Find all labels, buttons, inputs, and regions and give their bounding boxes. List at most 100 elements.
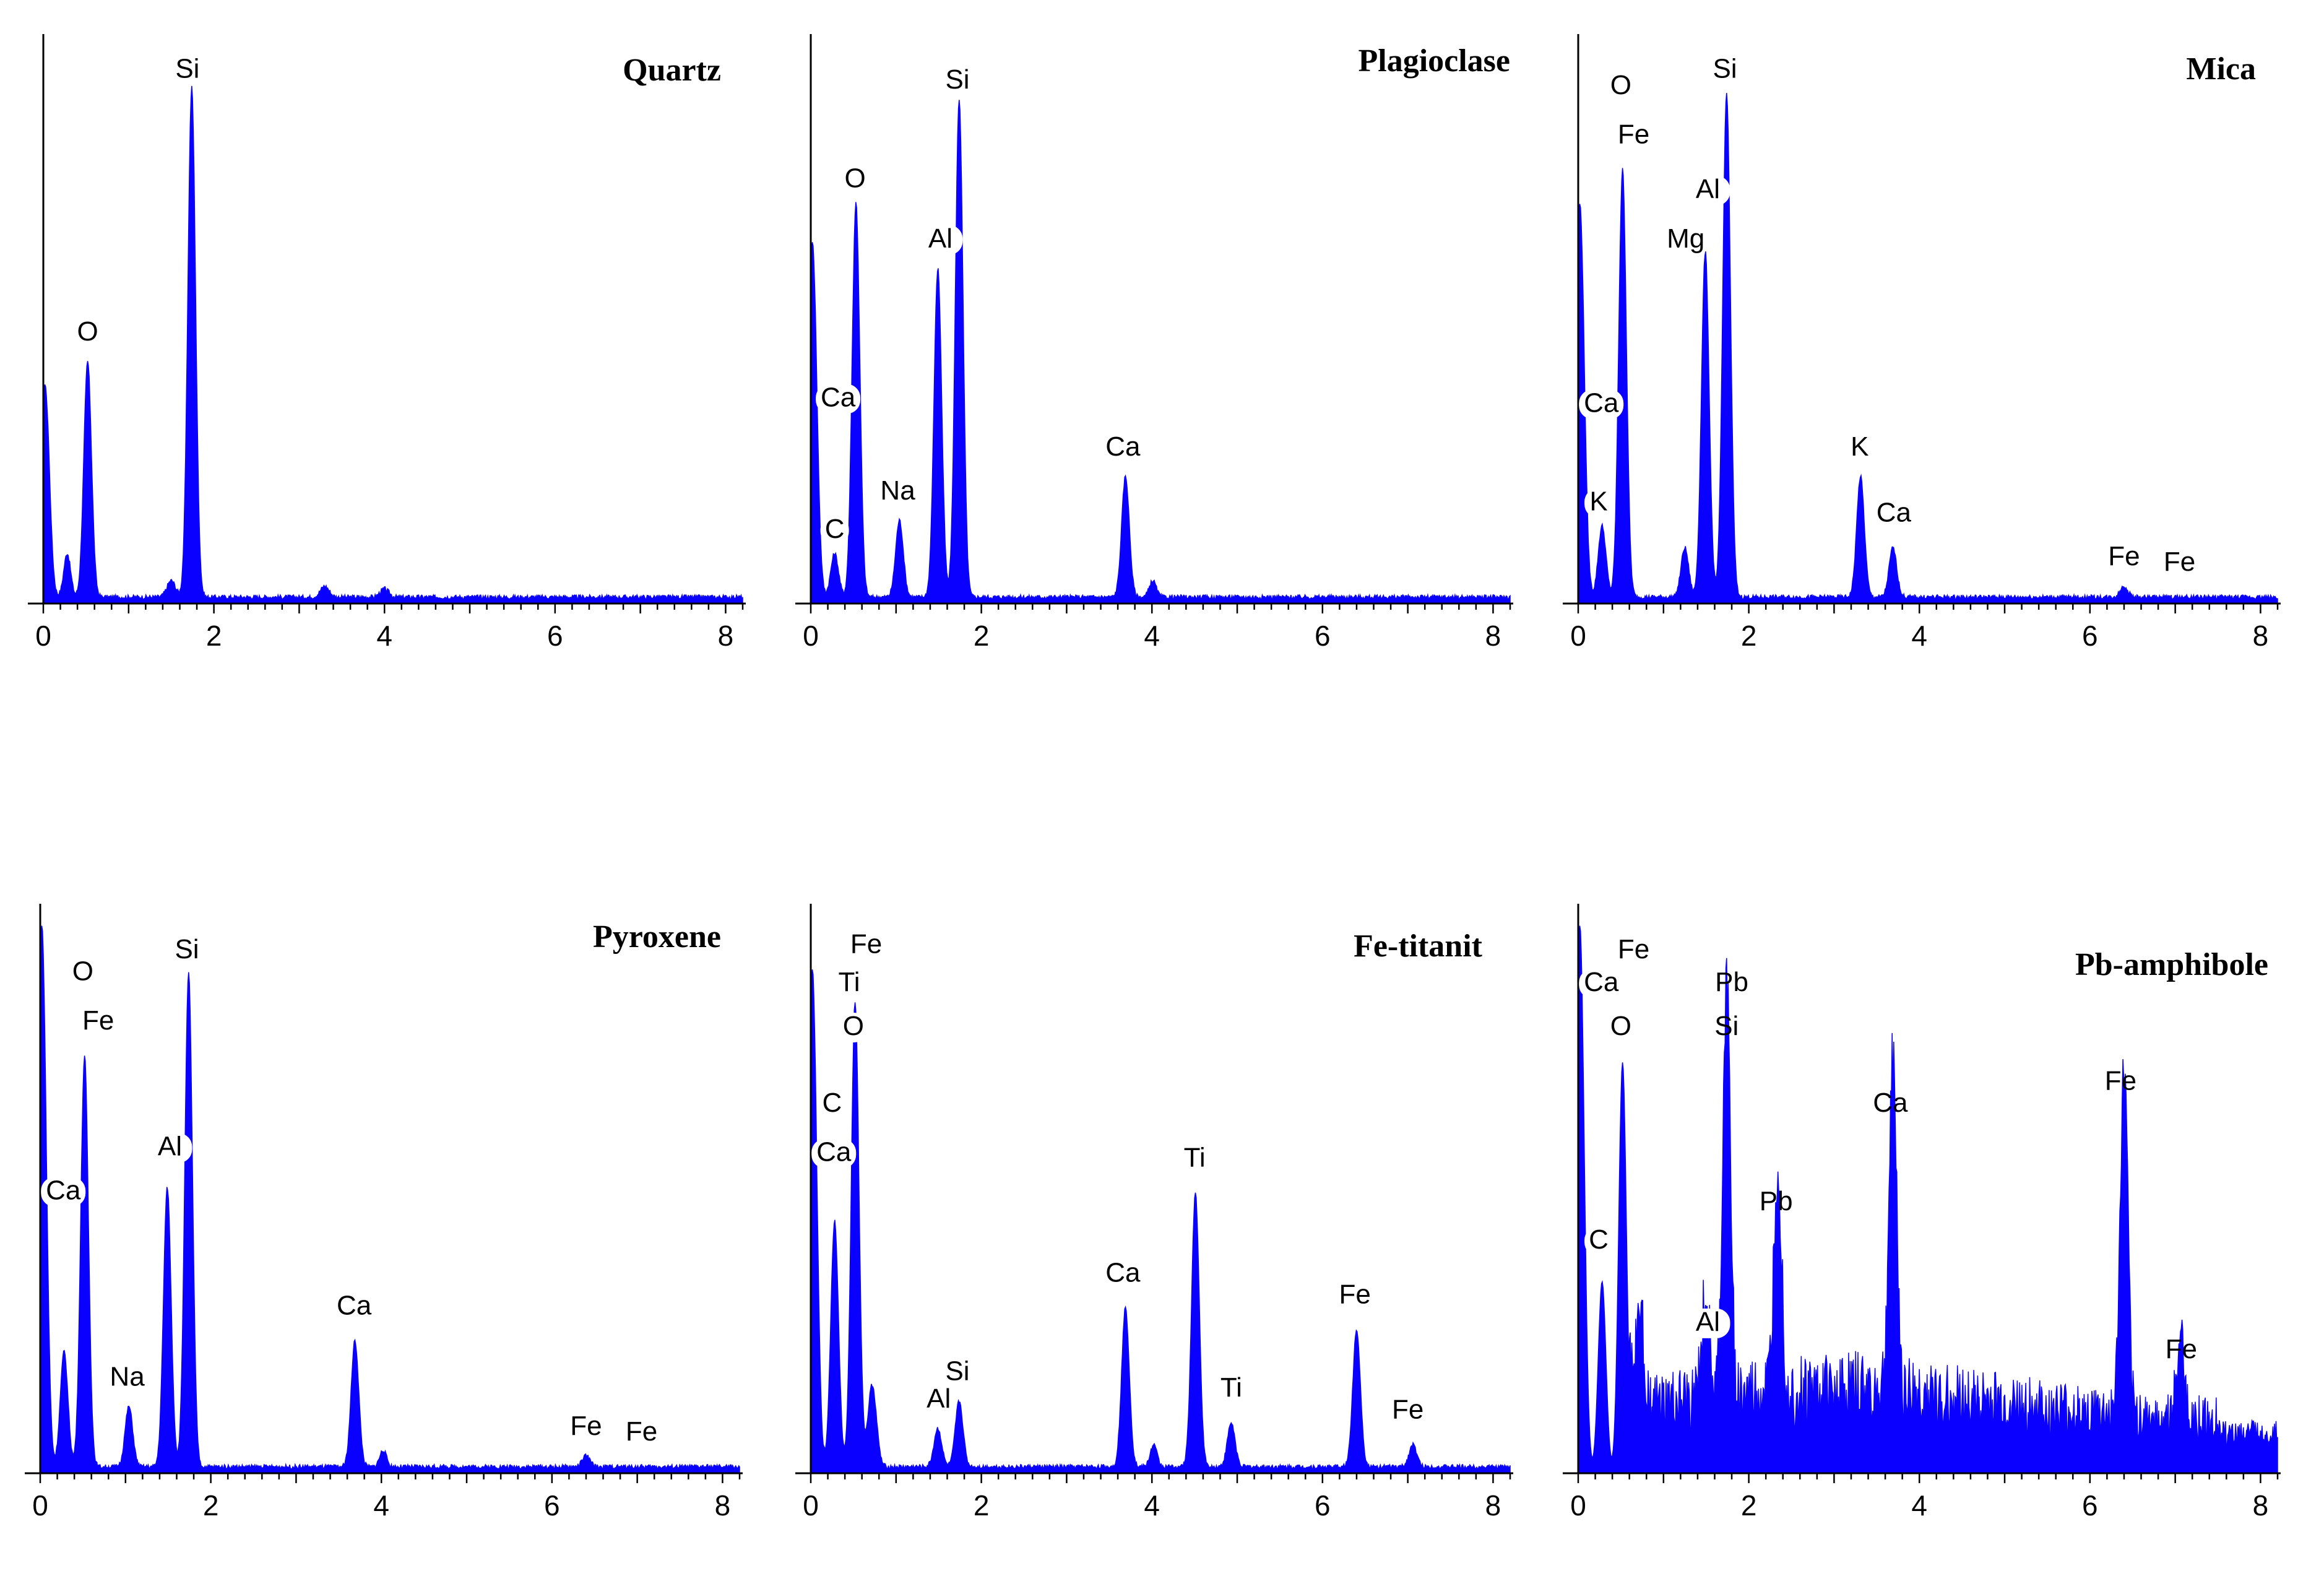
x-tick-label: 6 [2082,620,2098,652]
x-tick-label: 4 [1911,620,1927,652]
peak-label-background [820,515,849,545]
peak-label-background [1685,176,1730,206]
peak-label-text: C [823,1088,842,1118]
spectrum-area [43,85,743,604]
spectrum-area [810,969,1511,1474]
peak-label-text: Fe [82,1005,114,1036]
peak-label-text: Fe [2164,547,2195,577]
peak-label-text: O [1610,70,1631,100]
x-tick-label: 4 [1144,620,1160,652]
spectrum-area [1578,925,2278,1474]
peak-label-fe: Fe [2105,1066,2136,1096]
panel-title: Quartz [623,53,721,88]
x-tick-label: 2 [1741,1489,1757,1522]
x-tick-label: 2 [974,620,990,652]
peak-label-fe: Fe [850,929,882,959]
peak-label-text: Fe [626,1416,657,1447]
x-tick-label: 2 [1741,620,1757,652]
peak-label-text: Na [880,475,915,506]
peak-label-text: Ca [821,382,856,412]
peak-label-c: C [820,514,849,545]
peak-label-text: Fe [1618,934,1649,964]
x-tick-label: 2 [974,1489,990,1522]
x-tick-label: 8 [1485,1489,1501,1522]
peak-label-na: Na [110,1361,145,1392]
peak-label-text: Al [928,223,952,254]
panel-title: Pyroxene [593,919,721,955]
peak-label-text: Na [110,1361,145,1392]
peak-label-text: Fe [1392,1395,1423,1425]
peak-label-si: Si [945,1356,969,1387]
peak-label-background [816,384,861,414]
panel-title: Fe-titanit [1354,929,1483,964]
peak-label-text: Si [1714,1011,1739,1041]
peak-label-c: C [818,1088,847,1119]
peak-label-si: Si [175,934,199,964]
peak-label-ca: Ca [816,382,861,414]
peak-label-text: O [1610,1011,1631,1041]
peak-label-ca: Ca [811,1137,857,1169]
peak-label-text: Si [175,53,199,84]
spectrum-panel-2: 0 2 4 6 8 Plagioclase Si O Al Ca Na C Ca [795,34,1513,652]
spectrum-area [810,100,1511,604]
peak-label-fe: Fe [1618,119,1649,150]
peak-label-background [147,1133,192,1163]
peak-label-al: Al [1685,1307,1730,1338]
peak-label-background [839,1013,868,1042]
peak-label-ti: Ti [827,967,872,999]
x-tick-label: 8 [2253,620,2269,652]
x-tick-label: 6 [544,1489,560,1522]
peak-label-fe: Fe [570,1411,602,1441]
peak-label-text: K [1851,431,1868,462]
x-tick-label: 4 [1911,1489,1927,1522]
peak-label-k: K [1584,487,1613,518]
peak-label-background [1579,969,1624,999]
x-tick-label: 0 [32,1489,48,1522]
x-tick-label: 6 [1315,1489,1331,1522]
peak-label-text: Al [158,1132,182,1162]
peak-label-o: O [845,163,866,193]
peak-label-text: Ti [838,967,860,997]
peak-label-text: Pb [1760,1186,1793,1216]
x-tick-label: 8 [718,620,734,652]
peak-label-background [1579,389,1624,420]
x-tick-label: 0 [1570,1489,1586,1522]
peak-label-text: Al [1696,1307,1720,1337]
x-tick-label: 4 [376,620,392,652]
peak-label-background [818,1089,847,1119]
peak-label-text: Ca [1105,1257,1141,1288]
x-tick-label: 0 [1570,620,1586,652]
panel-title: Plagioclase [1358,43,1510,79]
x-tick-label: 0 [35,620,51,652]
peak-label-text: Ca [337,1290,372,1320]
peak-label-fe: Fe [626,1416,657,1447]
peak-label-al: Al [1685,174,1730,206]
peak-label-al: Al [927,1383,951,1414]
peak-label-text: K [1589,487,1607,517]
peak-label-background [1606,1013,1635,1042]
x-tick-label: 2 [206,620,222,652]
x-tick-label: 2 [203,1489,219,1522]
peak-label-fe: Fe [2164,547,2195,577]
spectrum-panel-1: 0 2 4 6 8 Quartz O Si [28,34,746,652]
peak-label-text: O [77,316,98,347]
peak-label-k: K [1851,431,1868,462]
peak-label-text: Al [927,1383,951,1414]
peak-label-al: Al [918,223,963,255]
peak-label-fe: Fe [2166,1334,2197,1364]
peak-label-ca: Ca [1105,1257,1141,1288]
peak-label-o: O [77,316,98,347]
peak-label-o: O [1610,70,1631,100]
peak-label-fe: Fe [1339,1279,1371,1310]
panel-title: Mica [2186,51,2256,87]
peak-label-ca: Ca [337,1290,372,1320]
peak-label-text: Fe [850,929,882,959]
peak-label-mg: Mg [1667,223,1704,254]
peak-label-text: Fe [1339,1279,1371,1310]
peak-label-text: Ti [1220,1372,1242,1403]
peak-label-text: Ca [1105,431,1141,462]
x-tick-label: 8 [1485,620,1501,652]
spectrum-area [40,925,740,1474]
